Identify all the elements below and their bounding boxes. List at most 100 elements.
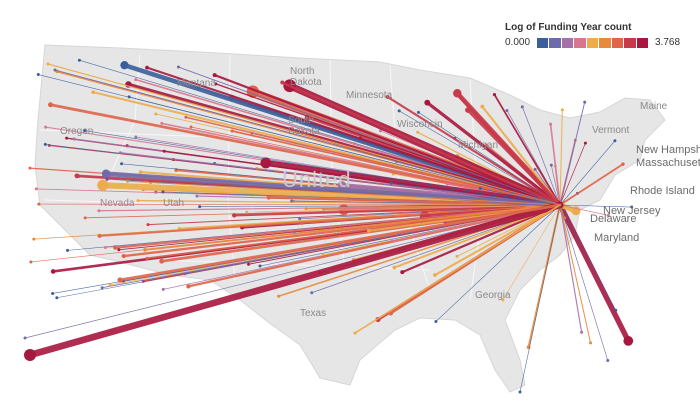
- state-label-delaware: Delaware: [590, 213, 637, 225]
- flow-origin-point: [389, 181, 393, 185]
- flow-origin-point: [304, 207, 308, 211]
- flow-origin-point: [353, 331, 357, 335]
- state-label-texas: Texas: [300, 308, 327, 319]
- legend-swatch: [549, 38, 561, 48]
- flow-line: [519, 204, 561, 393]
- flow-origin-point: [145, 256, 149, 260]
- flow-origin-point: [101, 169, 111, 179]
- flow-origin-point: [117, 277, 123, 283]
- flow-origin-point: [397, 109, 401, 113]
- state-label-minnesota: Minnesota: [346, 90, 393, 101]
- flow-origin-point: [298, 217, 302, 221]
- legend-swatch: [574, 38, 586, 48]
- flow-origin-point: [65, 136, 69, 140]
- flow-line: [549, 123, 561, 206]
- flow-origin-point: [43, 142, 47, 146]
- flow-origin-point: [134, 78, 138, 82]
- state-label-georgia: Georgia: [475, 290, 511, 301]
- flow-origin-point: [97, 233, 102, 238]
- flow-line: [33, 204, 561, 240]
- legend-max-label: 3.768: [655, 37, 681, 48]
- flow-origin-point: [161, 190, 165, 194]
- legend-swatch: [611, 38, 624, 48]
- flow-origin-point: [392, 265, 397, 270]
- flow-origin-point: [126, 179, 130, 183]
- flow-origin-point: [51, 291, 55, 295]
- flow-origin-point: [385, 95, 390, 99]
- flow-origin-point: [55, 296, 59, 300]
- flow-origin-point: [277, 294, 281, 298]
- flow-origin-point: [613, 139, 617, 143]
- flow-origin-point: [505, 108, 509, 112]
- flow-line: [145, 66, 562, 207]
- flow-line: [557, 202, 632, 344]
- flow-line: [144, 203, 562, 251]
- flow-line: [559, 142, 586, 206]
- flow-line: [118, 203, 562, 282]
- flow-origin-point: [416, 110, 420, 114]
- flow-line: [559, 204, 583, 333]
- flow-origin-point: [103, 246, 107, 250]
- flow-origin-point: [189, 125, 193, 129]
- flow-origin-point: [424, 99, 431, 106]
- flow-origin-point: [121, 253, 126, 259]
- flow-origin-point: [230, 129, 234, 133]
- flow-origin-point: [621, 162, 625, 166]
- flow-line: [493, 93, 561, 206]
- legend-swatch: [586, 38, 599, 48]
- flow-origin-point: [245, 210, 249, 214]
- flow-origin-point: [120, 162, 124, 166]
- flow-origin-point: [50, 269, 56, 274]
- flow-origin-point: [176, 65, 180, 69]
- state-label-nevada: Nevada: [100, 198, 135, 209]
- flow-lines: [23, 58, 634, 394]
- flow-origin-point: [186, 284, 191, 289]
- flow-line: [559, 204, 592, 344]
- flow-origin-point: [72, 137, 76, 141]
- legend-swatch: [561, 38, 574, 48]
- legend-min-label: 0.000: [505, 37, 531, 48]
- flow-origin-point: [212, 73, 217, 78]
- state-label-rhode-island: Rhode Island: [630, 185, 695, 197]
- state-label-massachusetts: Massachusetts: [636, 157, 700, 169]
- flow-line: [281, 81, 562, 207]
- flow-origin-point: [501, 298, 505, 302]
- flow-line: [559, 204, 609, 216]
- flow-origin-point: [138, 170, 143, 174]
- flow-origin-point: [83, 129, 87, 133]
- flow-origin-point: [549, 163, 553, 167]
- state-label-north-dakota: North Dakota: [290, 66, 322, 88]
- legend-swatch: [624, 38, 636, 48]
- flow-line: [354, 204, 561, 334]
- flow-origin-point: [34, 187, 38, 191]
- flow-origin-point: [390, 239, 394, 243]
- flow-origin-point: [606, 359, 610, 363]
- flow-origin-point: [66, 248, 70, 252]
- flow-origin-point: [492, 93, 497, 97]
- flow-origin-point: [83, 216, 87, 220]
- legend-swatch: [537, 38, 549, 48]
- flow-origin-point: [589, 341, 593, 345]
- state-label-south-dakota: South Dakota: [288, 115, 320, 137]
- flow-origin-point: [549, 122, 553, 126]
- flow-origin-point: [416, 130, 420, 134]
- flow-line: [433, 203, 562, 277]
- flow-origin-point: [48, 102, 54, 108]
- flow-line: [521, 106, 561, 206]
- flow-origin-point: [290, 199, 294, 203]
- flow-line: [502, 204, 561, 301]
- flow-origin-point: [195, 194, 199, 198]
- flow-origin-point: [258, 264, 262, 268]
- flow-origin-point: [478, 186, 482, 190]
- flow-origin-point: [533, 167, 537, 171]
- flow-origin-point: [143, 247, 147, 252]
- flow-origin-point: [280, 80, 285, 85]
- flow-origin-point: [630, 205, 634, 209]
- flow-origin-point: [120, 61, 129, 70]
- flow-origin-point: [571, 206, 581, 216]
- flow-line: [127, 180, 561, 206]
- flow-origin-point: [310, 291, 314, 295]
- flow-line: [559, 204, 632, 208]
- flow-origin-point: [214, 82, 218, 86]
